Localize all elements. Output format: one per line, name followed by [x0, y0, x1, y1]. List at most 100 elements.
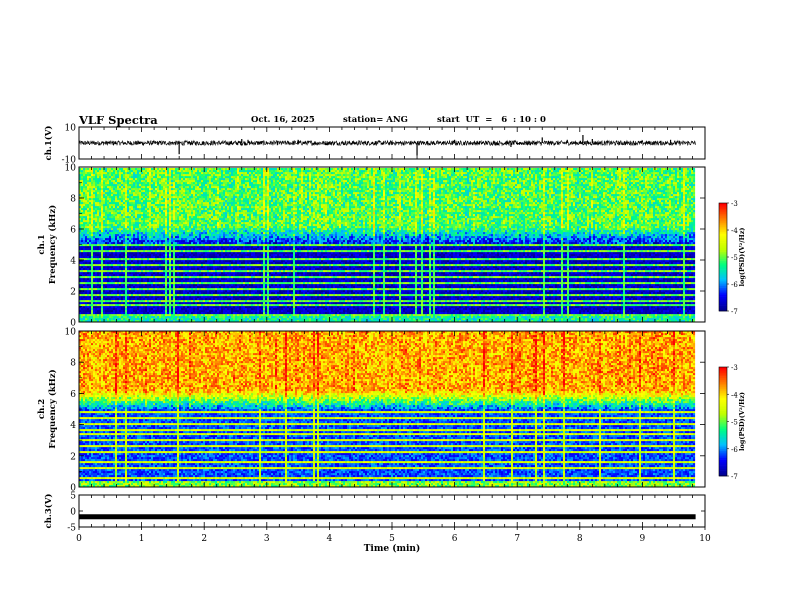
psd-cell [141, 280, 144, 283]
psd-cell [79, 292, 82, 295]
psd-cell [139, 210, 142, 213]
psd-cell [113, 232, 116, 235]
psd-cell [175, 274, 178, 277]
psd-cell [203, 312, 206, 315]
psd-cell [135, 278, 138, 281]
psd-cell [83, 268, 86, 271]
psd-cell [177, 310, 180, 313]
psd-cell [199, 184, 202, 187]
psd-cell [111, 202, 114, 205]
psd-cell [189, 294, 192, 297]
psd-cell [165, 214, 168, 217]
psd-cell [147, 170, 150, 173]
psd-cell [137, 208, 140, 211]
psd-cell [133, 312, 136, 315]
psd-cell [199, 204, 202, 207]
psd-cell [89, 194, 92, 197]
psd-cell [121, 312, 124, 315]
psd-cell [159, 306, 162, 309]
psd-cell [161, 300, 164, 303]
psd-cell [105, 194, 108, 197]
psd-cell [169, 172, 172, 175]
psd-cell [123, 248, 126, 251]
psd-cell [141, 314, 144, 317]
psd-cell [79, 240, 82, 243]
psd-cell [147, 230, 150, 233]
psd-cell [155, 276, 158, 279]
psd-cell [183, 262, 186, 265]
psd-cell [137, 268, 140, 271]
psd-cell [115, 182, 118, 185]
psd-cell [161, 236, 164, 239]
psd-cell [117, 186, 120, 189]
psd-cell [127, 260, 130, 263]
psd-cell [121, 246, 124, 249]
psd-cell [91, 206, 94, 209]
psd-cell [169, 196, 172, 199]
psd-cell [167, 236, 170, 239]
psd-cell [123, 176, 126, 179]
psd-cell [101, 240, 104, 243]
psd-cell [127, 170, 130, 173]
psd-cell [131, 190, 134, 193]
psd-cell [87, 182, 90, 185]
psd-cell [115, 240, 118, 243]
psd-cell [97, 242, 100, 245]
psd-cell [125, 296, 128, 299]
psd-cell [161, 188, 164, 191]
psd-cell [117, 320, 120, 323]
psd-cell [133, 260, 136, 263]
psd-cell [127, 262, 130, 265]
psd-cell [181, 254, 184, 257]
psd-cell [103, 224, 106, 227]
psd-cell [121, 178, 124, 181]
psd-cell [125, 268, 128, 271]
psd-cell [99, 258, 102, 261]
psd-cell [137, 226, 140, 229]
psd-cell [159, 216, 162, 219]
psd-cell [161, 268, 164, 271]
psd-cell [141, 320, 144, 323]
psd-cell [89, 288, 92, 291]
psd-cell [83, 222, 86, 225]
psd-cell [193, 280, 196, 283]
psd-cell [97, 274, 100, 277]
psd-cell [149, 180, 152, 183]
psd-cell [163, 176, 166, 179]
psd-cell [83, 294, 86, 297]
psd-cell [131, 286, 134, 289]
psd-cell [195, 198, 198, 201]
psd-cell [115, 190, 118, 193]
psd-cell [113, 208, 116, 211]
psd-cell [91, 228, 94, 231]
psd-cell [165, 224, 168, 227]
psd-cell [101, 278, 104, 281]
psd-cell [101, 292, 104, 295]
psd-cell [111, 258, 114, 261]
psd-cell [103, 304, 106, 307]
psd-cell [101, 200, 104, 203]
psd-cell [163, 236, 166, 239]
psd-cell [139, 278, 142, 281]
psd-cell [117, 304, 120, 307]
psd-cell [107, 216, 110, 219]
psd-cell [179, 270, 182, 273]
psd-cell [201, 284, 204, 287]
psd-cell [123, 258, 126, 261]
psd-cell [191, 214, 194, 217]
psd-cell [131, 224, 134, 227]
psd-cell [103, 200, 106, 203]
psd-cell [191, 286, 194, 289]
psd-cell [93, 168, 96, 171]
psd-cell [195, 250, 198, 253]
psd-cell [105, 236, 108, 239]
psd-cell [147, 292, 150, 295]
psd-cell [93, 184, 96, 187]
psd-cell [93, 200, 96, 203]
psd-cell [181, 306, 184, 309]
psd-cell [85, 256, 88, 259]
psd-cell [123, 208, 126, 211]
psd-cell [141, 250, 144, 253]
psd-cell [123, 170, 126, 173]
psd-cell [161, 284, 164, 287]
